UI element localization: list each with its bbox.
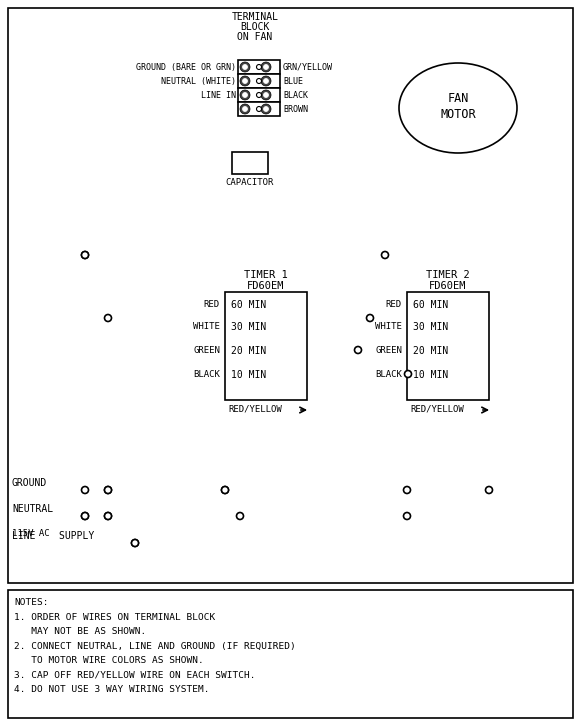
Text: NEUTRAL (WHITE): NEUTRAL (WHITE) bbox=[161, 77, 236, 86]
Ellipse shape bbox=[399, 63, 517, 153]
Text: 3. CAP OFF RED/YELLOW WIRE ON EACH SWITCH.: 3. CAP OFF RED/YELLOW WIRE ON EACH SWITC… bbox=[14, 671, 255, 680]
Text: BLACK: BLACK bbox=[375, 370, 402, 379]
Text: TIMER 1: TIMER 1 bbox=[244, 270, 288, 280]
Text: 60 MIN: 60 MIN bbox=[231, 300, 266, 310]
Bar bbox=[238, 74, 280, 88]
Bar bbox=[238, 102, 280, 116]
Bar bbox=[407, 292, 489, 400]
Text: 20 MIN: 20 MIN bbox=[413, 346, 448, 356]
Circle shape bbox=[243, 65, 248, 70]
Text: BLACK: BLACK bbox=[283, 91, 308, 100]
Text: 115V AC: 115V AC bbox=[12, 529, 50, 538]
Text: FD60EM: FD60EM bbox=[247, 281, 285, 291]
Circle shape bbox=[82, 486, 89, 494]
Text: NOTES:: NOTES: bbox=[14, 598, 48, 607]
Bar bbox=[8, 590, 573, 718]
Text: RED: RED bbox=[386, 300, 402, 309]
Circle shape bbox=[237, 513, 244, 520]
Text: TO MOTOR WIRE COLORS AS SHOWN.: TO MOTOR WIRE COLORS AS SHOWN. bbox=[14, 656, 203, 665]
Circle shape bbox=[104, 486, 111, 494]
Circle shape bbox=[82, 513, 89, 520]
Text: MAY NOT BE AS SHOWN.: MAY NOT BE AS SHOWN. bbox=[14, 627, 146, 636]
Bar bbox=[238, 60, 280, 74]
Text: LINE    SUPPLY: LINE SUPPLY bbox=[12, 531, 94, 541]
Circle shape bbox=[257, 78, 262, 83]
Text: WHITE: WHITE bbox=[193, 322, 220, 331]
Circle shape bbox=[82, 251, 89, 258]
Text: GRN/YELLOW: GRN/YELLOW bbox=[283, 63, 333, 72]
Circle shape bbox=[82, 251, 89, 258]
Circle shape bbox=[261, 90, 271, 100]
Text: 4. DO NOT USE 3 WAY WIRING SYSTEM.: 4. DO NOT USE 3 WAY WIRING SYSTEM. bbox=[14, 685, 209, 694]
Circle shape bbox=[222, 486, 229, 494]
Circle shape bbox=[367, 314, 374, 322]
Text: 10 MIN: 10 MIN bbox=[231, 370, 266, 380]
Bar bbox=[8, 8, 573, 583]
Circle shape bbox=[104, 486, 111, 494]
Circle shape bbox=[264, 92, 269, 97]
Text: RED/YELLOW: RED/YELLOW bbox=[410, 405, 463, 414]
Circle shape bbox=[104, 513, 111, 520]
Circle shape bbox=[104, 513, 111, 520]
Circle shape bbox=[82, 513, 89, 520]
Circle shape bbox=[354, 346, 361, 354]
Circle shape bbox=[132, 539, 139, 547]
Bar bbox=[225, 292, 307, 400]
Text: RED: RED bbox=[204, 300, 220, 309]
Text: ON FAN: ON FAN bbox=[237, 32, 273, 42]
Text: 10 MIN: 10 MIN bbox=[413, 370, 448, 380]
Circle shape bbox=[222, 486, 229, 494]
Text: NEUTRAL: NEUTRAL bbox=[12, 504, 53, 514]
Circle shape bbox=[261, 76, 271, 86]
Text: GROUND (BARE OR GRN): GROUND (BARE OR GRN) bbox=[136, 63, 236, 72]
Circle shape bbox=[486, 486, 493, 494]
Text: 20 MIN: 20 MIN bbox=[231, 346, 266, 356]
Text: BLUE: BLUE bbox=[283, 77, 303, 86]
Circle shape bbox=[264, 107, 269, 112]
Circle shape bbox=[257, 92, 262, 97]
Text: BLACK: BLACK bbox=[193, 370, 220, 379]
Bar bbox=[238, 88, 280, 102]
Text: MOTOR: MOTOR bbox=[440, 107, 476, 121]
Circle shape bbox=[243, 92, 248, 97]
Circle shape bbox=[264, 65, 269, 70]
Text: CAPACITOR: CAPACITOR bbox=[226, 178, 274, 187]
Text: 30 MIN: 30 MIN bbox=[413, 322, 448, 332]
Circle shape bbox=[240, 90, 250, 100]
Circle shape bbox=[405, 370, 412, 378]
Circle shape bbox=[264, 78, 269, 83]
Circle shape bbox=[104, 314, 111, 322]
Text: 60 MIN: 60 MIN bbox=[413, 300, 448, 310]
Text: 30 MIN: 30 MIN bbox=[231, 322, 266, 332]
Circle shape bbox=[240, 104, 250, 114]
Text: TERMINAL: TERMINAL bbox=[231, 12, 279, 22]
Circle shape bbox=[243, 78, 248, 83]
Circle shape bbox=[243, 107, 248, 112]
Text: GREEN: GREEN bbox=[193, 346, 220, 355]
Text: BROWN: BROWN bbox=[283, 105, 308, 114]
Text: LINE IN: LINE IN bbox=[201, 91, 236, 100]
Text: FD60EM: FD60EM bbox=[429, 281, 467, 291]
Circle shape bbox=[257, 65, 262, 70]
Circle shape bbox=[261, 104, 271, 114]
Circle shape bbox=[240, 76, 250, 86]
Text: 2. CONNECT NEUTRAL, LINE AND GROUND (IF REQUIRED): 2. CONNECT NEUTRAL, LINE AND GROUND (IF … bbox=[14, 642, 296, 650]
Text: TIMER 2: TIMER 2 bbox=[426, 270, 470, 280]
Text: GROUND: GROUND bbox=[12, 478, 47, 488]
Circle shape bbox=[381, 251, 388, 258]
Bar bbox=[232, 152, 268, 174]
Circle shape bbox=[132, 539, 139, 547]
Text: WHITE: WHITE bbox=[375, 322, 402, 331]
Circle shape bbox=[240, 62, 250, 72]
Circle shape bbox=[403, 513, 410, 520]
Text: 1. ORDER OF WIRES ON TERMINAL BLOCK: 1. ORDER OF WIRES ON TERMINAL BLOCK bbox=[14, 613, 215, 621]
Circle shape bbox=[261, 62, 271, 72]
Text: BLOCK: BLOCK bbox=[240, 22, 270, 32]
Text: FAN: FAN bbox=[447, 91, 469, 105]
Circle shape bbox=[403, 486, 410, 494]
Circle shape bbox=[257, 107, 262, 112]
Text: RED/YELLOW: RED/YELLOW bbox=[228, 405, 282, 414]
Text: GREEN: GREEN bbox=[375, 346, 402, 355]
